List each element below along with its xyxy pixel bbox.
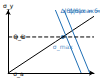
svg-text:σ_y: σ_y	[3, 2, 14, 10]
svg-text:Q_D: Q_D	[13, 33, 26, 41]
svg-text:Δ|θ|max = 4.2: Δ|θ|max = 4.2	[69, 7, 100, 15]
svg-text:σ_max: σ_max	[53, 43, 73, 51]
svg-text:σ_a: σ_a	[13, 70, 24, 78]
